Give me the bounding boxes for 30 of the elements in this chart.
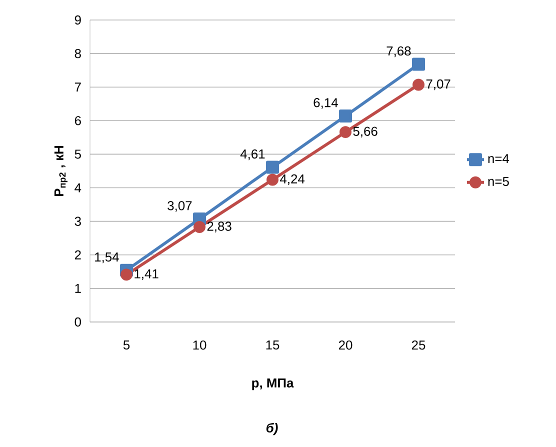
data-label: 7,68 (386, 46, 411, 58)
y-tick-label: 9 (74, 15, 81, 25)
x-tick-label: 5 (123, 340, 130, 350)
y-axis-title: P$_{пр2}$ , кН (54, 146, 68, 196)
data-label: 6,14 (314, 98, 338, 109)
x-tick-label: 25 (412, 340, 426, 350)
y-tick-label: 1 (75, 284, 81, 293)
y-tick-label: 8 (74, 48, 81, 58)
legend-label: n=4 (488, 154, 510, 164)
data-label: 7,07 (426, 79, 450, 90)
y-tick-label: 0 (74, 317, 81, 327)
x-tick-label: 15 (266, 340, 280, 350)
data-label: 4,24 (280, 174, 305, 186)
x-tick-label: 20 (338, 340, 352, 350)
legend-label: n=5 (488, 176, 509, 186)
y-tick-label: 2 (74, 250, 81, 260)
data-label: 1,54 (95, 252, 119, 264)
y-tick-label: 5 (74, 150, 81, 159)
y-tick-label: 4 (74, 183, 82, 192)
y-tick-label: 6 (74, 116, 81, 126)
x-tick-label: 10 (193, 340, 206, 350)
y-tick-label: 7 (74, 82, 81, 92)
text: б) (266, 422, 278, 436)
data-label: 1,41 (134, 269, 158, 280)
data-label: 5,66 (353, 126, 378, 138)
data-label: 4,61 (240, 149, 265, 160)
y-tick-label: 3 (74, 216, 81, 226)
x-axis-title: p, МПа (252, 378, 294, 390)
data-label: 2,83 (207, 222, 232, 232)
data-label: 3,07 (168, 201, 192, 212)
